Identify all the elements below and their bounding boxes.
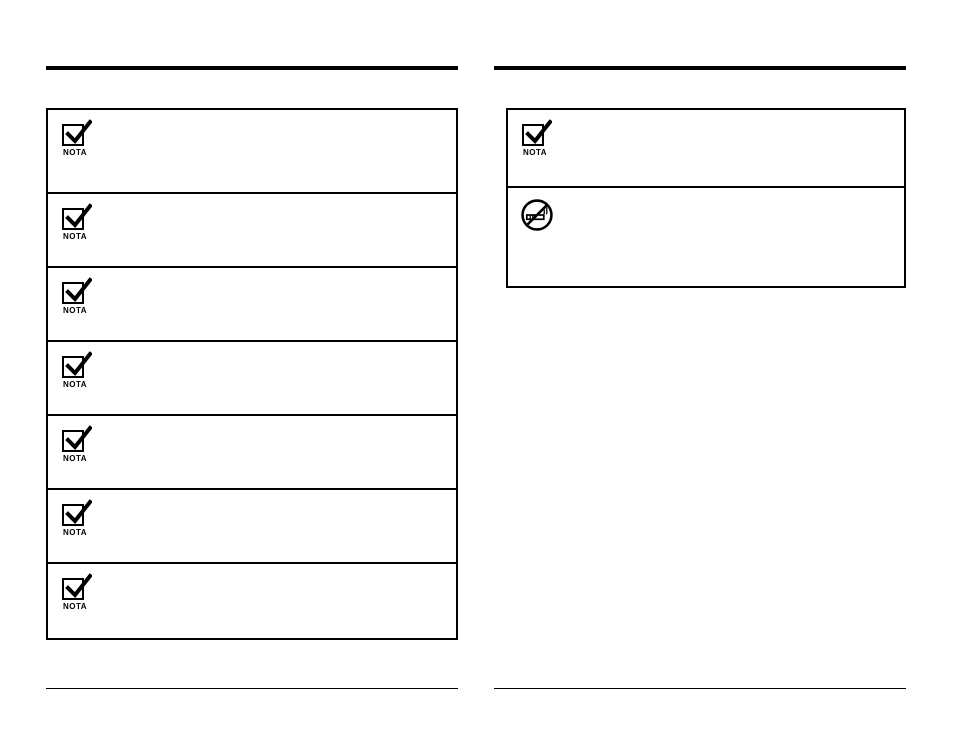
nota-label: NOTA xyxy=(63,232,87,241)
note-text xyxy=(90,574,444,604)
nota-label: NOTA xyxy=(63,528,87,537)
no-smoking-icon xyxy=(520,198,554,232)
checkmark-icon xyxy=(62,352,88,378)
note-row xyxy=(508,188,904,286)
document-page: NOTA NOTA NOTA NOTA NOTA NOTA NOTA NOTA xyxy=(0,0,954,738)
nota-icon-block: NOTA xyxy=(60,352,90,389)
checkmark-icon xyxy=(62,574,88,600)
nota-icon-block: NOTA xyxy=(60,278,90,315)
nota-label: NOTA xyxy=(63,602,87,611)
note-text xyxy=(90,204,444,234)
note-row: NOTA xyxy=(48,564,456,638)
left-top-rule xyxy=(46,66,458,70)
nota-icon-block: NOTA xyxy=(60,426,90,463)
nota-icon-block: NOTA xyxy=(60,120,90,157)
checkmark-icon xyxy=(522,120,548,146)
checkmark-icon xyxy=(62,204,88,230)
note-row: NOTA xyxy=(48,342,456,416)
checkmark-icon xyxy=(62,278,88,304)
nota-icon-block: NOTA xyxy=(60,574,90,611)
note-text xyxy=(554,198,892,228)
right-notes-table: NOTA xyxy=(506,108,906,288)
note-text xyxy=(550,120,892,150)
note-row: NOTA xyxy=(48,268,456,342)
note-row: NOTA xyxy=(48,490,456,564)
note-text xyxy=(90,278,444,308)
nota-label: NOTA xyxy=(63,454,87,463)
checkmark-icon xyxy=(62,426,88,452)
checkmark-icon xyxy=(62,120,88,146)
nota-label: NOTA xyxy=(63,380,87,389)
note-text xyxy=(90,352,444,382)
nota-label: NOTA xyxy=(63,148,87,157)
nota-label: NOTA xyxy=(523,148,547,157)
note-row: NOTA xyxy=(48,110,456,194)
nota-icon-block: NOTA xyxy=(520,120,550,157)
note-row: NOTA xyxy=(48,416,456,490)
nota-icon-block: NOTA xyxy=(60,204,90,241)
note-text xyxy=(90,120,444,150)
nota-icon-block: NOTA xyxy=(60,500,90,537)
right-bottom-rule xyxy=(494,688,906,689)
note-row: NOTA xyxy=(48,194,456,268)
note-text xyxy=(90,500,444,530)
left-bottom-rule xyxy=(46,688,458,689)
nota-label: NOTA xyxy=(63,306,87,315)
checkmark-icon xyxy=(62,500,88,526)
note-row: NOTA xyxy=(508,110,904,188)
note-text xyxy=(90,426,444,456)
right-top-rule xyxy=(494,66,906,70)
left-notes-table: NOTA NOTA NOTA NOTA NOTA NOTA NOTA xyxy=(46,108,458,640)
